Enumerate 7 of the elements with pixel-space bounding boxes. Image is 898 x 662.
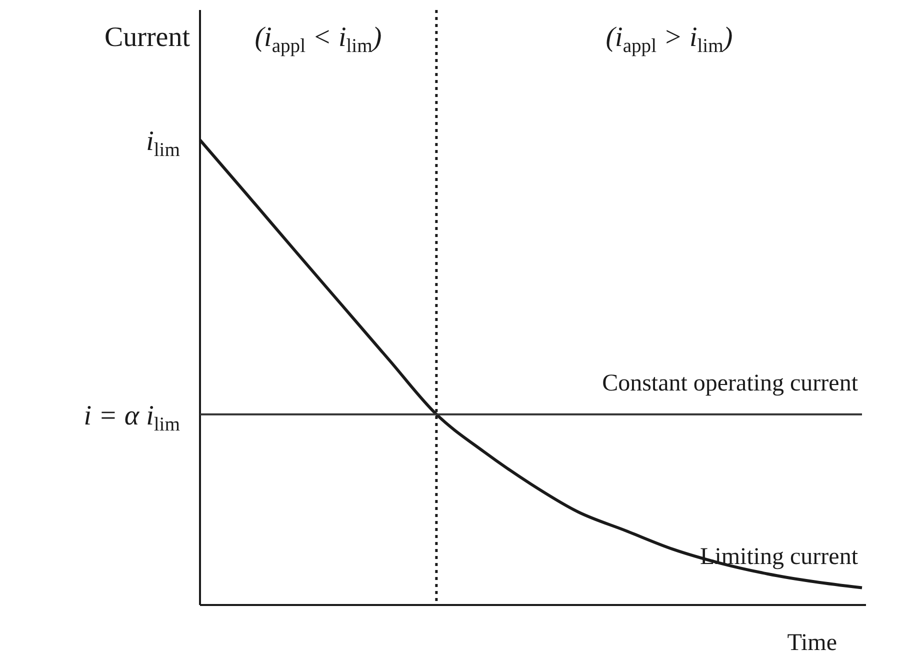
text: i$_{lim}$ <box>146 126 180 161</box>
text: (i$_{appl}$ > i$_{lim}$) <box>606 22 733 57</box>
text: i = α i$_{lim}$ <box>84 400 180 436</box>
text: (i$_{appl}$ < i$_{lim}$) <box>254 22 382 57</box>
series-label: Constant operating current <box>602 370 858 396</box>
y-axis-title: Current <box>104 22 190 53</box>
x-axis-title: Time <box>787 630 837 656</box>
